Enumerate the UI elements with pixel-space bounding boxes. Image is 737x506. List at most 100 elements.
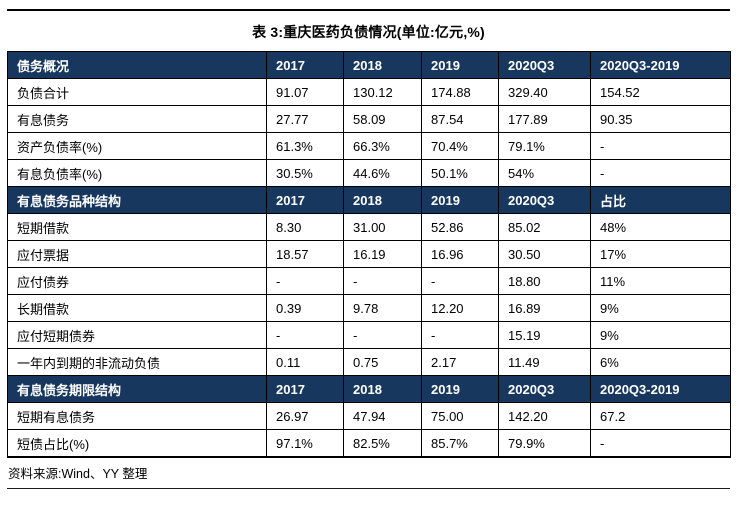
value-cell: 329.40 bbox=[498, 78, 591, 106]
bottom-divider bbox=[7, 488, 730, 489]
value-cell: 61.3% bbox=[266, 132, 344, 160]
table-row: 短期有息债务 26.97 47.94 75.00 142.20 67.2 bbox=[7, 402, 731, 430]
value-cell: 58.09 bbox=[343, 105, 422, 133]
section-title-cell: 有息债务品种结构 bbox=[7, 186, 267, 214]
column-header: 占比 bbox=[590, 186, 731, 214]
value-cell: 2.17 bbox=[421, 348, 499, 376]
value-cell: 70.4% bbox=[421, 132, 499, 160]
value-cell: 17% bbox=[590, 240, 731, 268]
value-cell: 18.80 bbox=[498, 267, 591, 295]
value-cell: 85.7% bbox=[421, 429, 499, 458]
value-cell: 18.57 bbox=[266, 240, 344, 268]
value-cell: - bbox=[266, 267, 344, 295]
debt-table: 债务概况 2017 2018 2019 2020Q3 2020Q3-2019 负… bbox=[7, 51, 731, 458]
value-cell: 16.96 bbox=[421, 240, 499, 268]
row-label: 应付债券 bbox=[7, 267, 267, 295]
value-cell: 27.77 bbox=[266, 105, 344, 133]
column-header: 2017 bbox=[266, 375, 344, 403]
value-cell: - bbox=[590, 429, 731, 458]
section-title-cell: 有息债务期限结构 bbox=[7, 375, 267, 403]
value-cell: - bbox=[266, 321, 344, 349]
row-label: 应付短期债券 bbox=[7, 321, 267, 349]
column-header: 2017 bbox=[266, 51, 344, 79]
value-cell: - bbox=[343, 267, 422, 295]
value-cell: 15.19 bbox=[498, 321, 591, 349]
table-row: 有息负债率(%) 30.5% 44.6% 50.1% 54% - bbox=[7, 159, 731, 187]
value-cell: 30.5% bbox=[266, 159, 344, 187]
value-cell: 44.6% bbox=[343, 159, 422, 187]
value-cell: 66.3% bbox=[343, 132, 422, 160]
table-row: 应付债券 - - - 18.80 11% bbox=[7, 267, 731, 295]
value-cell: 79.1% bbox=[498, 132, 591, 160]
top-divider bbox=[7, 9, 730, 11]
value-cell: 0.11 bbox=[266, 348, 344, 376]
value-cell: 54% bbox=[498, 159, 591, 187]
value-cell: 85.02 bbox=[498, 213, 591, 241]
row-label: 有息债务 bbox=[7, 105, 267, 133]
column-header: 2018 bbox=[343, 186, 422, 214]
value-cell: 47.94 bbox=[343, 402, 422, 430]
value-cell: - bbox=[343, 321, 422, 349]
value-cell: 11.49 bbox=[498, 348, 591, 376]
section-header-row: 有息债务期限结构 2017 2018 2019 2020Q3 2020Q3-20… bbox=[7, 375, 731, 403]
value-cell: 75.00 bbox=[421, 402, 499, 430]
table-row: 应付短期债券 - - - 15.19 9% bbox=[7, 321, 731, 349]
value-cell: 142.20 bbox=[498, 402, 591, 430]
value-cell: 11% bbox=[590, 267, 731, 295]
source-note: 资料来源:Wind、YY 整理 bbox=[8, 467, 148, 481]
column-header: 2019 bbox=[421, 186, 499, 214]
value-cell: 82.5% bbox=[343, 429, 422, 458]
row-label: 短期借款 bbox=[7, 213, 267, 241]
column-header: 2017 bbox=[266, 186, 344, 214]
column-header: 2020Q3 bbox=[498, 186, 591, 214]
value-cell: 130.12 bbox=[343, 78, 422, 106]
column-header: 2018 bbox=[343, 375, 422, 403]
value-cell: 174.88 bbox=[421, 78, 499, 106]
value-cell: - bbox=[421, 267, 499, 295]
table-row: 一年内到期的非流动负债 0.11 0.75 2.17 11.49 6% bbox=[7, 348, 731, 376]
column-header: 2020Q3 bbox=[498, 375, 591, 403]
row-label: 应付票据 bbox=[7, 240, 267, 268]
value-cell: - bbox=[421, 321, 499, 349]
value-cell: 26.97 bbox=[266, 402, 344, 430]
value-cell: 67.2 bbox=[590, 402, 731, 430]
value-cell: 8.30 bbox=[266, 213, 344, 241]
value-cell: 30.50 bbox=[498, 240, 591, 268]
column-header: 2020Q3-2019 bbox=[590, 375, 731, 403]
column-header: 2019 bbox=[421, 51, 499, 79]
table-row: 长期借款 0.39 9.78 12.20 16.89 9% bbox=[7, 294, 731, 322]
value-cell: 16.19 bbox=[343, 240, 422, 268]
value-cell: 50.1% bbox=[421, 159, 499, 187]
value-cell: 48% bbox=[590, 213, 731, 241]
row-label: 负债合计 bbox=[7, 78, 267, 106]
column-header: 2019 bbox=[421, 375, 499, 403]
value-cell: 177.89 bbox=[498, 105, 591, 133]
value-cell: 90.35 bbox=[590, 105, 731, 133]
table-row: 负债合计 91.07 130.12 174.88 329.40 154.52 bbox=[7, 78, 731, 106]
section-title-cell: 债务概况 bbox=[7, 51, 267, 79]
row-label: 短债占比(%) bbox=[7, 429, 267, 458]
row-label: 短期有息债务 bbox=[7, 402, 267, 430]
table-row: 资产负债率(%) 61.3% 66.3% 70.4% 79.1% - bbox=[7, 132, 731, 160]
section-header-row: 有息债务品种结构 2017 2018 2019 2020Q3 占比 bbox=[7, 186, 731, 214]
table-row: 有息债务 27.77 58.09 87.54 177.89 90.35 bbox=[7, 105, 731, 133]
row-label: 资产负债率(%) bbox=[7, 132, 267, 160]
value-cell: 12.20 bbox=[421, 294, 499, 322]
row-label: 长期借款 bbox=[7, 294, 267, 322]
value-cell: - bbox=[590, 132, 731, 160]
value-cell: 0.75 bbox=[343, 348, 422, 376]
table-row: 应付票据 18.57 16.19 16.96 30.50 17% bbox=[7, 240, 731, 268]
section-header-row: 债务概况 2017 2018 2019 2020Q3 2020Q3-2019 bbox=[7, 51, 731, 79]
value-cell: 6% bbox=[590, 348, 731, 376]
row-label: 一年内到期的非流动负债 bbox=[7, 348, 267, 376]
value-cell: 79.9% bbox=[498, 429, 591, 458]
value-cell: 9.78 bbox=[343, 294, 422, 322]
value-cell: 31.00 bbox=[343, 213, 422, 241]
table-title: 表 3:重庆医药负债情况(单位:亿元,%) bbox=[252, 24, 485, 40]
column-header: 2020Q3 bbox=[498, 51, 591, 79]
column-header: 2020Q3-2019 bbox=[590, 51, 731, 79]
value-cell: 9% bbox=[590, 294, 731, 322]
row-label: 有息负债率(%) bbox=[7, 159, 267, 187]
value-cell: 97.1% bbox=[266, 429, 344, 458]
table-row: 短债占比(%) 97.1% 82.5% 85.7% 79.9% - bbox=[7, 429, 731, 458]
